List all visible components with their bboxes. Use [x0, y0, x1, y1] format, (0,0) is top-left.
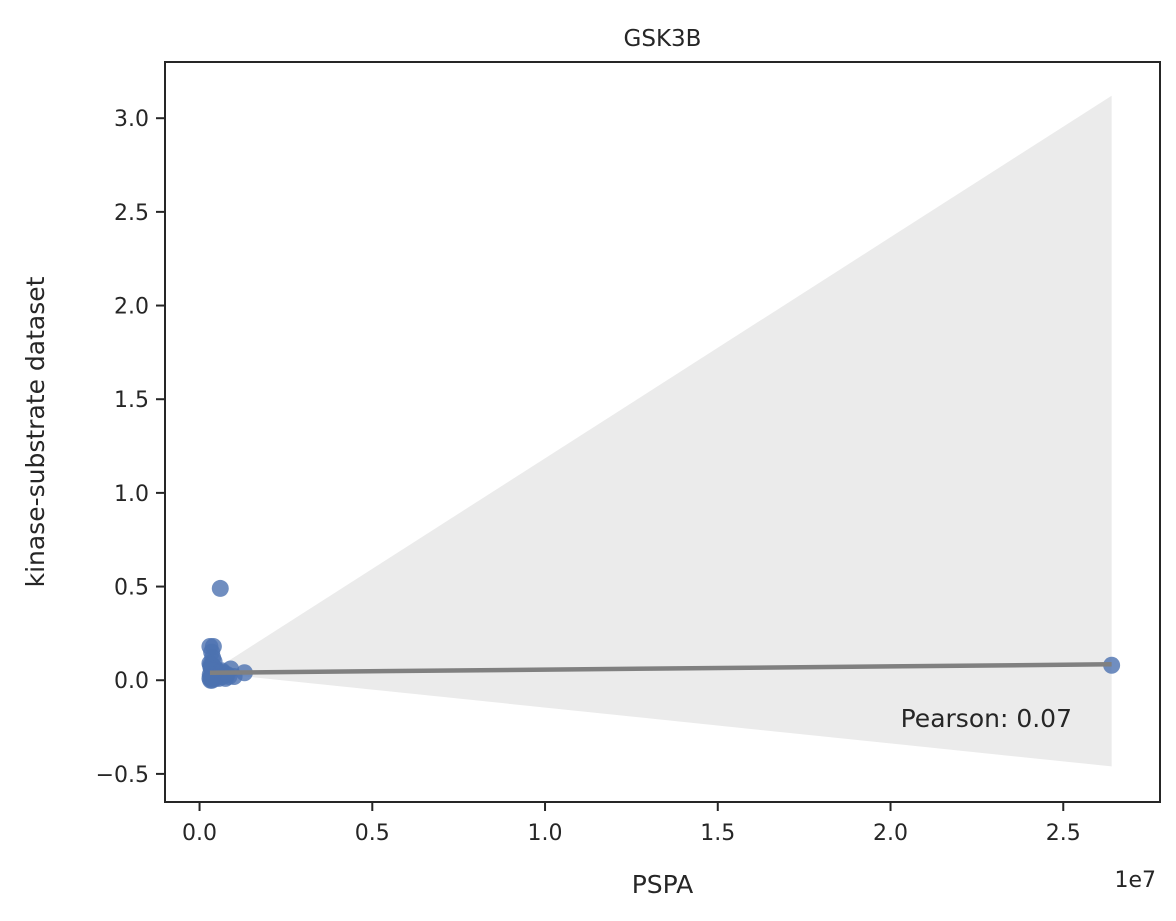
data-point — [211, 579, 229, 597]
confidence-band — [209, 95, 1112, 767]
pearson-annotation: Pearson: 0.07 — [901, 704, 1072, 733]
y-tick-label: 2.0 — [114, 295, 149, 320]
y-tick-label: 2.5 — [114, 201, 149, 226]
y-tick-label: −0.5 — [96, 763, 149, 788]
plot-frame — [164, 61, 1161, 803]
x-tick-label: 1.0 — [528, 821, 563, 846]
x-axis-ticks: 0.0 0.5 1.0 1.5 2.0 2.5 — [182, 802, 1081, 846]
x-tick-label: 1.5 — [700, 821, 735, 846]
x-axis-offset-label: 1e7 — [1114, 868, 1156, 893]
y-tick-label: 1.5 — [114, 388, 149, 413]
x-tick-label: 2.0 — [873, 821, 908, 846]
x-tick-label: 0.5 — [355, 821, 390, 846]
y-tick-label: 1.0 — [114, 482, 149, 507]
x-tick-label: 2.5 — [1046, 821, 1081, 846]
confidence-band-layer — [209, 95, 1112, 767]
regression-line-layer — [209, 662, 1112, 675]
y-axis-ticks: −0.5 0.0 0.5 1.0 1.5 2.0 2.5 3.0 — [96, 107, 165, 788]
x-axis-label: PSPA — [632, 870, 694, 899]
y-axis-label: kinase-substrate dataset — [21, 276, 50, 587]
y-tick-label: 0.5 — [114, 576, 149, 601]
x-tick-label: 0.0 — [182, 821, 217, 846]
y-tick-label: 3.0 — [114, 107, 149, 132]
chart-title: GSK3B — [624, 26, 702, 52]
y-tick-label: 0.0 — [114, 669, 149, 694]
regression-line — [209, 662, 1112, 675]
